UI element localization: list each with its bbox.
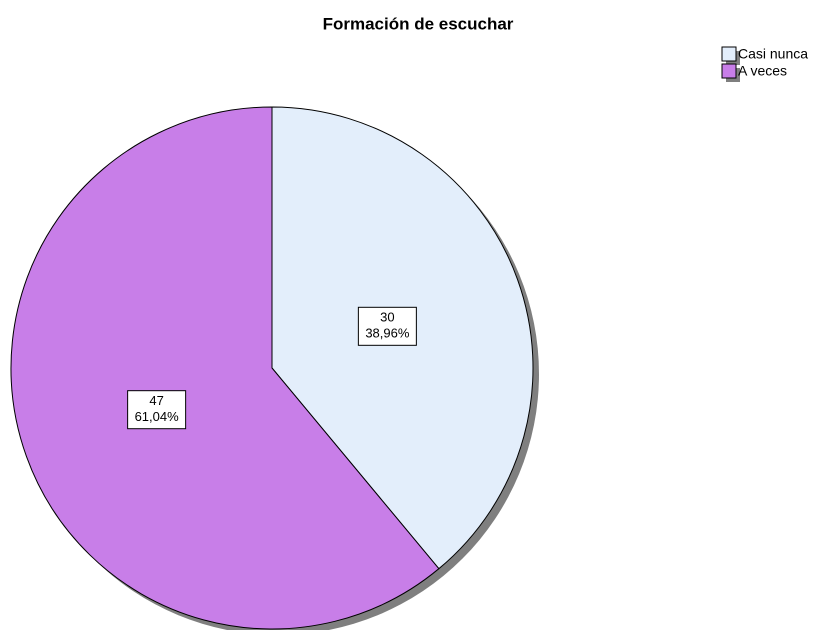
legend-swatch bbox=[721, 63, 737, 79]
legend-swatch bbox=[721, 46, 737, 62]
data-label-box bbox=[357, 306, 417, 346]
legend-label: A veces bbox=[738, 63, 787, 79]
data-label-percent: 61,04% bbox=[135, 409, 180, 424]
data-label-percent: 38,96% bbox=[365, 326, 410, 341]
legend-label: Casi nunca bbox=[738, 46, 808, 62]
data-label-box bbox=[127, 390, 187, 430]
data-label-count: 30 bbox=[380, 310, 394, 325]
pie-slice bbox=[10, 106, 440, 630]
data-label-count: 47 bbox=[149, 393, 163, 408]
chart-title: Formación de escuchar bbox=[323, 14, 514, 33]
